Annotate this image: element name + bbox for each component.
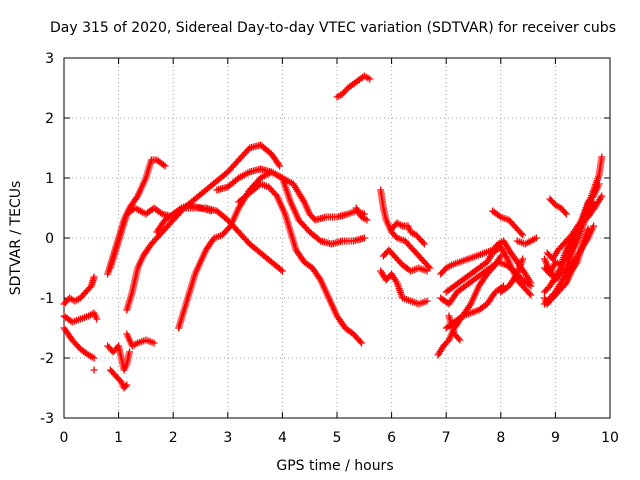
data-point [358, 339, 366, 347]
data-point [419, 239, 427, 246]
data-point [366, 75, 374, 83]
data-point [150, 339, 158, 347]
axis-ticks: 0 1 2 3 4 5 6 7 8 9 10 -3 -2 -1 0 1 2 3 [40, 51, 619, 446]
data-point [595, 180, 603, 188]
data-point [525, 281, 533, 289]
x-tick-label: 1 [114, 430, 123, 446]
x-tick-label: 10 [601, 430, 619, 446]
data-point [278, 267, 286, 275]
data-point [93, 315, 101, 323]
data-markers [60, 72, 606, 392]
data-point [90, 354, 98, 362]
x-tick-label: 7 [442, 430, 451, 446]
data-point [527, 291, 535, 299]
data-point [363, 216, 371, 224]
chart-title: Day 315 of 2020, Sidereal Day-to-day VTE… [50, 20, 616, 36]
x-tick-label: 2 [169, 430, 178, 446]
data-point [420, 240, 428, 248]
data-point [456, 336, 464, 344]
y-tick-label: 3 [45, 51, 54, 67]
data-point [123, 381, 131, 389]
data-point [457, 313, 465, 321]
y-tick-label: 1 [45, 171, 54, 187]
x-tick-label: 0 [60, 430, 69, 446]
data-point [207, 207, 215, 215]
data-point [126, 348, 134, 356]
data-point [424, 263, 432, 270]
x-tick-label: 8 [496, 430, 505, 446]
data-point [360, 234, 368, 242]
y-axis-label: SDTVAR / TECUs [8, 181, 24, 296]
data-point [519, 255, 527, 263]
y-tick-label: -3 [40, 411, 54, 427]
data-point [454, 335, 462, 342]
y-tick-label: -2 [40, 351, 54, 367]
data-point [598, 153, 606, 161]
x-axis-label: GPS time / hours [276, 458, 393, 474]
data-point [276, 162, 284, 170]
x-tick-label: 6 [387, 430, 396, 446]
data-point [159, 161, 167, 169]
data-point [90, 366, 98, 374]
data-point [495, 212, 503, 220]
data-point [423, 297, 431, 305]
data-point [277, 266, 285, 274]
data-point [90, 273, 98, 281]
data-point [525, 290, 533, 297]
data-point [356, 338, 364, 345]
y-tick-label: -1 [40, 291, 54, 307]
x-tick-label: 4 [278, 430, 287, 446]
data-point [527, 282, 535, 290]
x-tick-label: 5 [333, 430, 342, 446]
data-point [161, 162, 169, 170]
data-point [561, 209, 569, 216]
data-point [532, 234, 540, 242]
x-tick-label: 9 [551, 430, 560, 446]
data-point [517, 230, 525, 237]
data-point [121, 383, 129, 390]
data-point [519, 231, 527, 239]
data-point [176, 205, 184, 213]
gridlines [64, 58, 610, 418]
x-tick-label: 3 [223, 430, 232, 446]
y-tick-label: 0 [45, 231, 54, 247]
y-tick-label: 2 [45, 111, 54, 127]
data-point [423, 267, 431, 275]
data-point [598, 192, 606, 200]
data-point [562, 210, 570, 218]
data-point [590, 222, 598, 230]
data-point [584, 225, 592, 233]
